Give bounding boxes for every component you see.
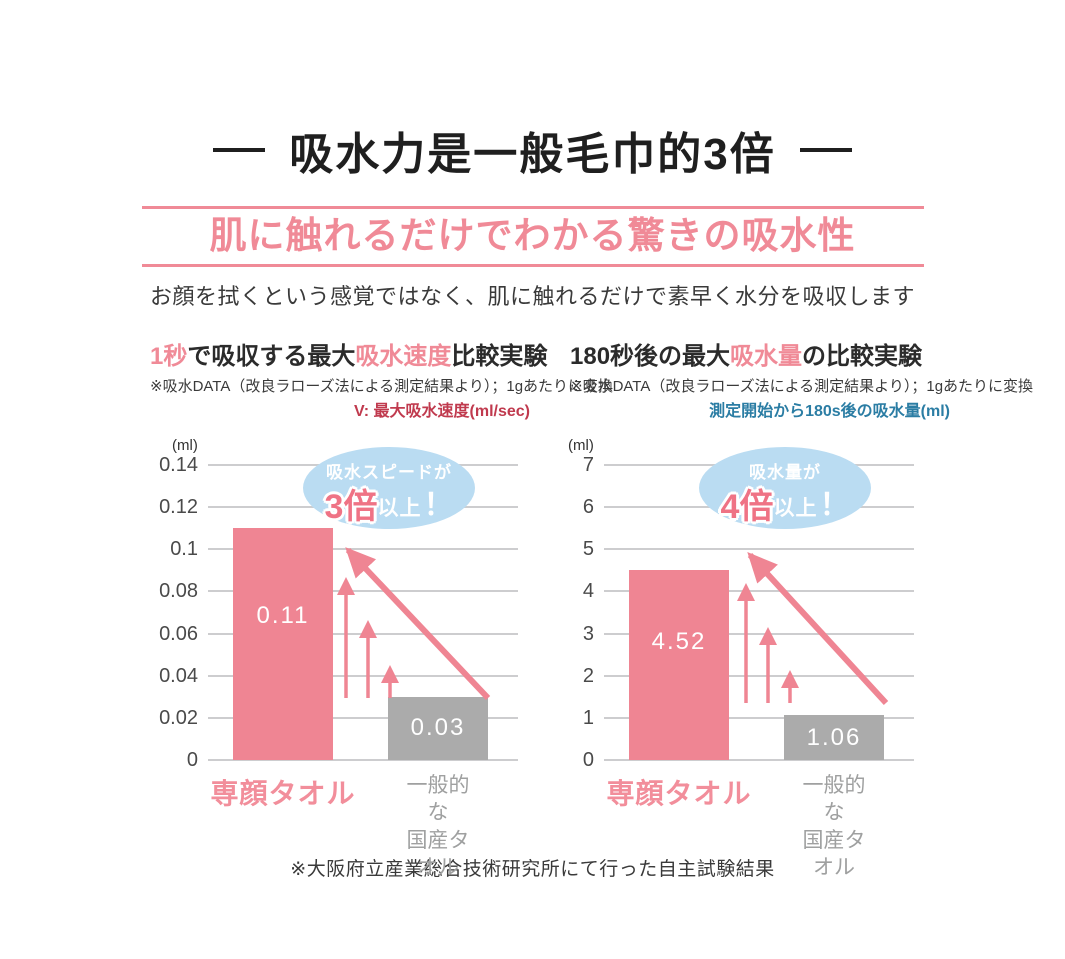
y-axis-unit: (ml) [172,437,198,454]
gridline [604,548,914,551]
y-tick-label: 6 [582,496,594,519]
category-label-generic: 一般的な 国産タオル [802,774,866,879]
subtitle: お顔を拭くという感覚ではなく、肌に触れるだけで素早く水分を吸収します [149,284,915,309]
main-title-row: 吸水力是一般毛巾的3倍 [0,0,1065,182]
y-tick-label: 2 [582,664,594,687]
chart-legend: V: 最大吸水速度(ml/sec) [353,403,530,420]
chart-note: ※吸水DATA（改良ラローズ法による測定結果より）；1gあたりに変換 [570,378,1034,395]
title-dash-right [799,148,852,152]
y-tick-label: 0 [582,749,594,771]
y-tick-label: 5 [582,538,594,561]
gridline [208,674,518,677]
chart-note: ※吸水DATA（改良ラローズ法による測定結果より）；1gあたりに変換 [150,378,614,395]
annotation-bubble: 吸水量が 4倍以上！ [699,447,871,529]
chart-title-segment: 比較実験 [451,343,548,370]
gridline [604,716,914,719]
growth-arrows-icon [737,552,889,706]
bubble-rest-text: 以上 [773,497,818,520]
gridline [604,759,914,761]
bubble-text-2: 3倍以上！ [303,479,475,528]
y-tick-label: 0.04 [159,664,198,687]
bar-value-label: 1.06 [806,723,862,751]
bar-sengan-towel: 0.11 [233,528,333,760]
bubble-text-2: 4倍以上！ [699,479,871,528]
charts-row: 1秒で吸収する最大吸水速度比較実験 ※吸水DATA（改良ラローズ法による測定結果… [0,341,1065,879]
bubble-exclamation: ！ [423,489,454,522]
chart-title-segment: の比較実験 [802,343,923,370]
category-row: 専顔タオル 一般的な 国産タオル [604,772,914,879]
category-label-generic: 一般的な 国産タオル [406,774,470,879]
y-tick-label: 0.08 [159,580,198,603]
bubble-text: 吸水スピードが [326,463,452,482]
title-dash-left [213,148,266,152]
y-tick-label: 4 [582,580,594,603]
chart-title-segment: 1秒 [150,343,188,370]
chart-title-segment: 180秒後の最大 [570,343,731,370]
chart-title: 180秒後の最大吸水量の比較実験 [570,341,950,373]
y-axis-unit: (ml) [568,437,594,454]
category-label-sengan: 専顔タオル [606,778,752,809]
gridline [604,590,914,593]
chart-title: 1秒で吸収する最大吸水速度比較実験 [150,341,547,373]
y-tick-label: 3 [582,622,594,645]
plot-area: (ml) 吸水スピードが [159,437,518,771]
bar-sengan-towel: 4.52 [629,569,729,760]
y-tick-label: 1 [582,706,594,729]
y-tick-label: 0.14 [159,454,198,476]
bubble-rest-text: 以上 [377,497,422,520]
bar-value-label: 0.03 [410,714,466,742]
gridline [604,674,914,677]
chart-title-segment: 吸水量 [730,343,803,370]
gridline [208,716,518,719]
banner: 肌に触れるだけでわかる驚きの吸水性 [141,206,924,267]
chart-volume-comparison: 180秒後の最大吸水量の比較実験 ※吸水DATA（改良ラローズ法による測定結果よ… [568,341,1034,879]
y-tick-label: 0.06 [159,622,198,645]
annotation-bubble: 吸水スピードが 3倍以上！ [303,447,475,529]
chart-title-segment: 吸水速度 [355,343,452,370]
chart-legend: 測定開始から180s後の吸水量(ml) [709,403,950,420]
page-title: 吸水力是一般毛巾的3倍 [289,130,776,179]
y-tick-label: 0.02 [159,706,198,729]
growth-arrows-icon [337,547,491,701]
gridline [208,759,518,761]
plot-area: (ml) 吸水量が [568,437,914,771]
bubble-exclamation: ！ [819,489,850,522]
bar-generic-towel: 0.03 [388,696,488,760]
category-row: 専顔タオル 一般的な 国産タオル [208,772,518,879]
y-tick-label: 7 [582,454,594,476]
footnote: ※大阪府立産業総合技術研究所にて行った自主試験結果 [290,859,775,880]
bar-value-label: 4.52 [651,627,707,655]
y-tick-label: 0 [186,749,198,771]
banner-text: 肌に触れるだけでわかる驚きの吸水性 [209,215,856,256]
gridline [208,590,518,593]
y-tick-label: 0.1 [170,538,198,561]
bubble-text: 吸水量が [749,463,821,482]
chart-speed-comparison: 1秒で吸収する最大吸水速度比較実験 ※吸水DATA（改良ラローズ法による測定結果… [150,341,614,879]
bubble-accent-text: 3倍 [324,488,378,526]
bar-value-label: 0.11 [256,602,310,630]
category-label-sengan: 専顔タオル [210,778,356,809]
bubble-accent-text: 4倍 [720,488,774,526]
chart-title-segment: で吸収する最大 [187,343,356,370]
bar-generic-towel: 1.06 [784,715,884,760]
y-tick-label: 0.12 [159,496,198,519]
